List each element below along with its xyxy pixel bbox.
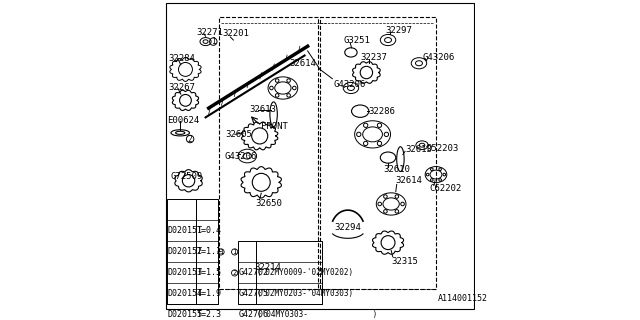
Text: E00624: E00624 (167, 116, 199, 125)
Text: D020154: D020154 (168, 290, 203, 299)
Text: D020151: D020151 (168, 226, 203, 236)
Text: 32613: 32613 (249, 105, 276, 114)
Text: 32271: 32271 (196, 28, 223, 37)
Text: 32613: 32613 (405, 145, 432, 154)
Text: G43206: G43206 (224, 152, 257, 161)
Text: FRONT: FRONT (261, 122, 288, 131)
Text: D020153: D020153 (168, 268, 203, 277)
Text: 1: 1 (211, 37, 216, 46)
Text: T=1.5: T=1.5 (197, 268, 222, 277)
Text: G43206: G43206 (334, 80, 366, 89)
Text: 32284: 32284 (168, 54, 195, 63)
Text: ('04MY0303-              ): ('04MY0303- ) (257, 310, 377, 319)
Text: G72509: G72509 (170, 172, 202, 180)
Text: T=2.3: T=2.3 (197, 310, 222, 319)
Text: 2: 2 (232, 270, 237, 276)
Text: 32294: 32294 (334, 223, 361, 232)
Text: ('02MY0009-'02MY0202): ('02MY0009-'02MY0202) (257, 268, 354, 277)
Text: C62202: C62202 (430, 184, 462, 193)
Bar (167, 199, 218, 304)
FancyBboxPatch shape (166, 3, 474, 309)
Text: D020152: D020152 (168, 247, 203, 256)
Text: 32267: 32267 (168, 84, 195, 92)
Text: 32286: 32286 (368, 107, 395, 116)
Text: D52203: D52203 (427, 144, 459, 153)
Text: 32605: 32605 (226, 130, 253, 139)
Text: G42705: G42705 (239, 290, 269, 299)
Text: 32214: 32214 (254, 263, 281, 272)
Text: 2: 2 (188, 134, 193, 143)
Text: 32614: 32614 (289, 59, 316, 68)
Text: 32610: 32610 (383, 165, 410, 174)
Text: -: - (218, 247, 223, 256)
Text: 32614: 32614 (396, 176, 422, 185)
Text: T=0.4: T=0.4 (197, 226, 222, 236)
Text: G43206: G43206 (422, 52, 454, 61)
Text: 1: 1 (219, 249, 223, 255)
Text: T=1.1: T=1.1 (197, 247, 222, 256)
Text: 32201: 32201 (223, 29, 250, 38)
Text: 32297: 32297 (385, 26, 412, 35)
Text: 32650: 32650 (255, 199, 282, 208)
Bar (238, 241, 321, 304)
Text: 1: 1 (232, 249, 237, 255)
Text: A114001152: A114001152 (438, 294, 488, 303)
Text: 32315: 32315 (391, 257, 418, 266)
Text: G42702: G42702 (239, 268, 269, 277)
Text: ('02MY0203-'04MY0303): ('02MY0203-'04MY0303) (257, 290, 354, 299)
Text: T=1.9: T=1.9 (197, 290, 222, 299)
Text: G42706: G42706 (239, 310, 269, 319)
Text: 32237: 32237 (360, 52, 387, 61)
Text: G3251: G3251 (343, 36, 370, 44)
Text: D020155: D020155 (168, 310, 203, 319)
